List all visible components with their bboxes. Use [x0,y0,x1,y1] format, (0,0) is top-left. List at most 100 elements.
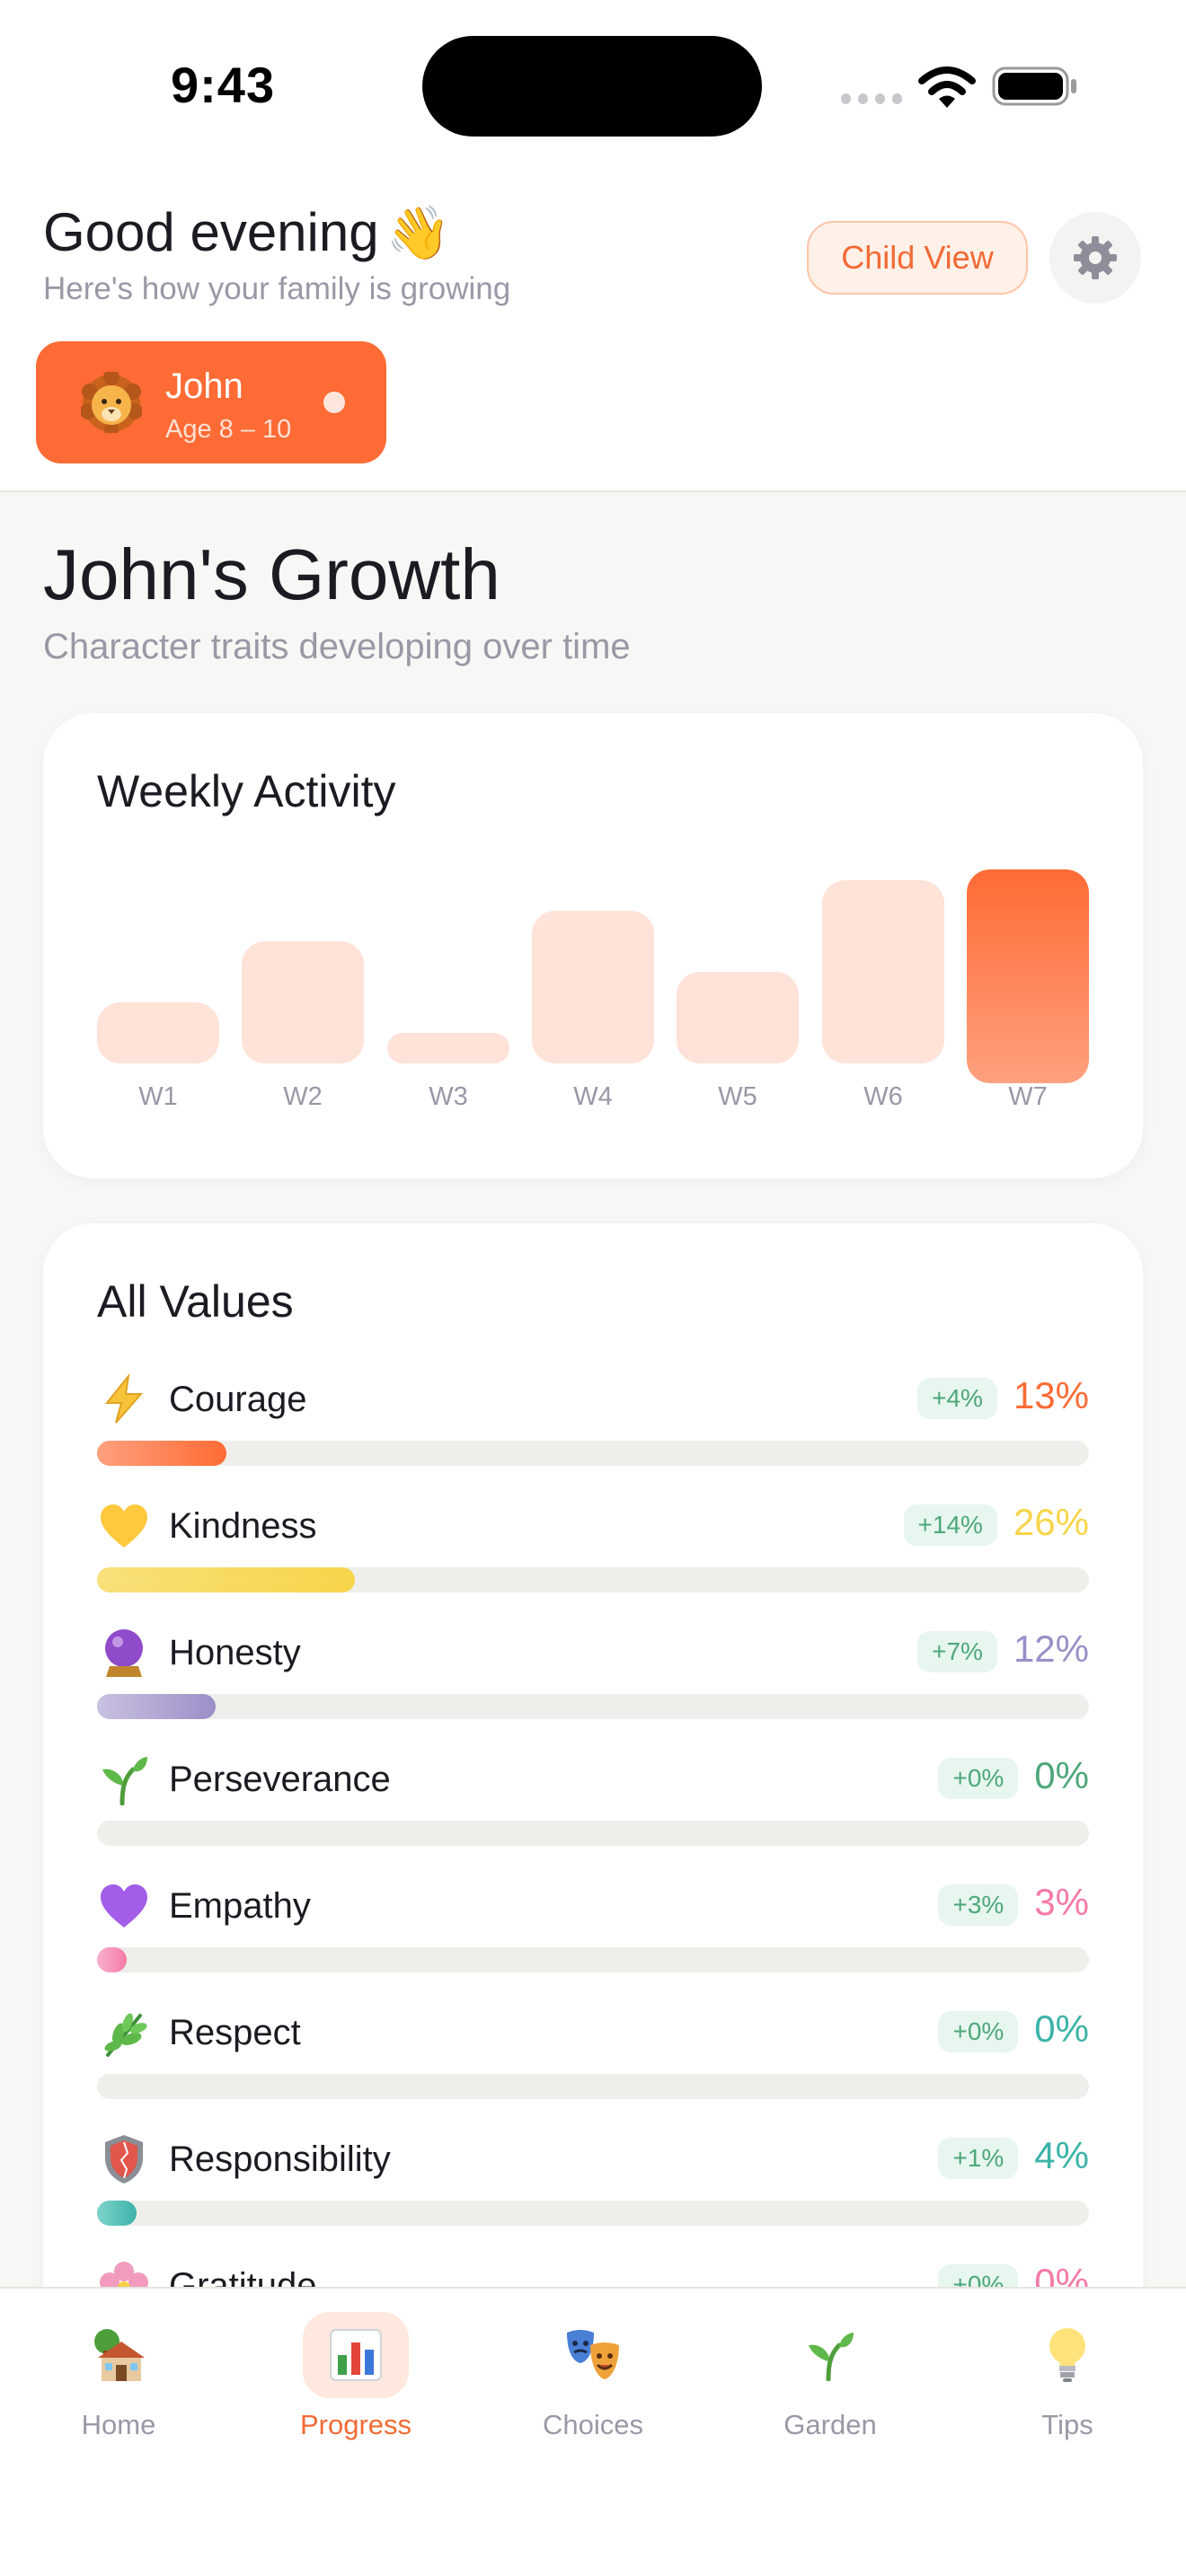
gear-icon [1074,236,1117,279]
value-progress-fill [97,1947,128,1972]
value-name: Perseverance [169,1760,391,1799]
value-delta-badge: +3% [938,1884,1019,1926]
herb-icon [97,2006,151,2060]
value-progress-fill [97,1567,356,1592]
bar-label-w6: W6 [863,1082,903,1111]
value-name: Responsibility [169,2139,391,2179]
value-name: Kindness [169,1506,317,1546]
shield-icon [97,2132,151,2186]
bar-label-w1: W1 [138,1082,178,1111]
battery-icon [992,66,1076,106]
value-percent: 13% [1013,1374,1089,1416]
selected-indicator [323,392,345,413]
lightning-icon [97,1372,151,1426]
bar-w1 [97,1002,219,1063]
status-time: 9:43 [171,57,276,113]
cellular-signal-icon [841,93,902,104]
value-delta-badge: +4% [917,1378,997,1419]
settings-button[interactable] [1049,212,1141,304]
value-row-perseverance[interactable]: Perseverance 0% +0% [97,1752,1089,1846]
child-age: Age 8 – 10 [165,415,292,444]
tab-label: Home [81,2409,156,2440]
value-row-courage[interactable]: Courage 13% +4% [97,1372,1089,1466]
greeting-text: Good evening [43,202,379,262]
yellow-heart-icon [97,1499,151,1553]
tab-tips[interactable]: Tips [978,2307,1157,2459]
bar-w6 [822,880,944,1063]
tab-label: Choices [543,2409,643,2440]
value-row-kindness[interactable]: Kindness 26% +14% [97,1499,1089,1592]
tab-label: Tips [1041,2409,1093,2440]
bar-w7 [967,869,1089,1083]
tab-progress[interactable]: Progress [266,2307,446,2459]
tab-choices[interactable]: Choices [503,2307,683,2459]
bottom-tab-bar: Home Progress Choices Garden Tips [0,2287,1186,2576]
wifi-icon [918,66,976,108]
header-divider [0,490,1186,492]
child-view-button[interactable]: Child View [807,221,1028,295]
weekly-activity-title: Weekly Activity [97,766,396,816]
value-progress-track [97,1567,1089,1592]
bar-label-w4: W4 [573,1082,613,1111]
crystal-ball-icon [97,1626,151,1680]
value-row-honesty[interactable]: Honesty 12% +7% [97,1626,1089,1719]
value-progress-fill [97,1441,226,1466]
value-progress-track [97,1694,1089,1719]
child-name: John [165,366,243,406]
theater-masks-icon [540,2312,646,2398]
value-name: Respect [169,2013,301,2052]
value-delta-badge: +7% [917,1631,997,1672]
value-row-respect[interactable]: Respect 0% +0% [97,2006,1089,2099]
seedling-icon [777,2312,883,2398]
greeting-title: Good evening 👋 [43,201,451,264]
purple-heart-icon [97,1879,151,1933]
value-percent: 12% [1013,1628,1089,1670]
bar-w2 [242,941,364,1063]
value-percent: 3% [1034,1881,1089,1923]
bar-w3 [387,1033,509,1063]
all-values-card: All Values Courage 13% +4% Kindness 26% +14% H… [43,1223,1143,2391]
weekly-activity-chart: W1 W2 W3 W4 W5 W6 W7 [97,866,1089,1135]
value-delta-badge: +0% [938,2011,1019,2052]
seedling-icon [97,1752,151,1806]
tab-garden[interactable]: Garden [740,2307,920,2459]
value-progress-track [97,2201,1089,2226]
tab-home[interactable]: Home [29,2307,208,2459]
all-values-title: All Values [97,1276,294,1327]
value-percent: 0% [1034,2007,1089,2050]
value-delta-badge: +0% [938,1758,1019,1799]
value-delta-badge: +14% [903,1504,997,1546]
dynamic-island [422,36,762,137]
value-name: Courage [169,1380,307,1419]
value-progress-track [97,2074,1089,2099]
value-progress-fill [97,2201,137,2226]
value-row-responsibility[interactable]: Responsibility 4% +1% [97,2132,1089,2226]
bar-label-w5: W5 [718,1082,757,1111]
value-row-empathy[interactable]: Empathy 3% +3% [97,1879,1089,1972]
page-subtitle: Character traits developing over time [43,627,631,666]
value-percent: 0% [1034,1754,1089,1796]
bar-label-w7: W7 [1008,1082,1048,1111]
value-progress-fill [97,1694,217,1719]
bar-label-w3: W3 [429,1082,468,1111]
tab-label: Garden [783,2409,877,2440]
lightbulb-icon [1014,2312,1120,2398]
bar-w5 [677,972,799,1063]
value-progress-track [97,1441,1089,1466]
tab-label: Progress [299,2409,412,2440]
value-name: Honesty [169,1633,301,1672]
value-percent: 4% [1034,2134,1089,2176]
child-selector-john[interactable]: John Age 8 – 10 [36,341,386,463]
weekly-activity-card: Weekly Activity W1 W2 W3 W4 W5 W6 W7 [43,713,1143,1178]
value-name: Empathy [169,1886,311,1926]
value-progress-track [97,1821,1089,1846]
status-bar: 9:43 [0,0,1186,171]
value-delta-badge: +1% [938,2138,1019,2179]
lion-icon [81,372,142,433]
greeting-subtitle: Here's how your family is growing [43,271,511,306]
value-percent: 26% [1013,1501,1089,1543]
bar-w4 [532,911,654,1063]
page-title: John's Growth [43,534,500,614]
bar-chart-icon [303,2312,409,2398]
